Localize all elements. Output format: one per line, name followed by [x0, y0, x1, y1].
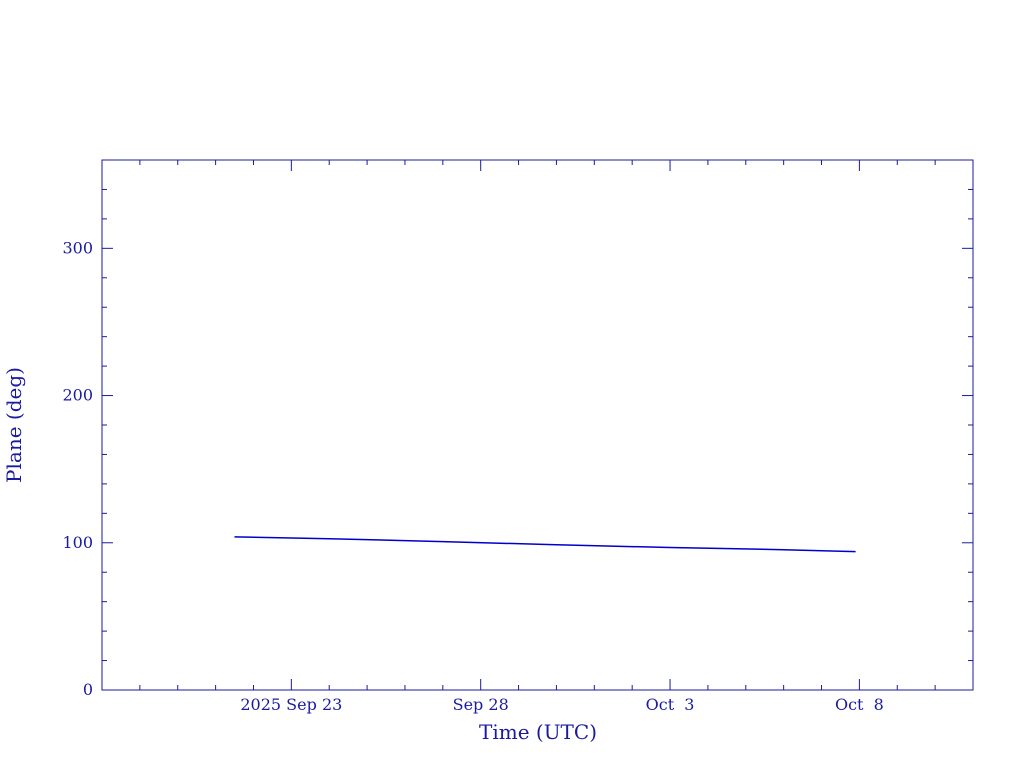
y-tick-label: 0	[83, 680, 93, 699]
x-tick-label: Sep 28	[453, 695, 509, 714]
y-tick-label: 100	[62, 533, 93, 552]
y-tick-label: 200	[62, 386, 93, 405]
tick-marks	[102, 160, 973, 691]
x-tick-label: Oct 8	[835, 695, 884, 714]
y-axis-label: Plane (deg)	[2, 367, 26, 483]
x-axis-label: Time (UTC)	[479, 720, 597, 744]
x-tick-labels: 2025 Sep 23 Sep 28 Oct 3 Oct 8	[240, 695, 883, 714]
series-group	[234, 536, 856, 553]
x-tick-label: 2025 Sep 23	[240, 695, 342, 714]
plot-frame	[101, 159, 974, 691]
y-tick-label: 300	[62, 238, 93, 257]
series-line	[234, 536, 856, 553]
y-tick-labels: 0 100 200 300	[62, 238, 93, 699]
x-tick-label: Oct 3	[646, 695, 695, 714]
